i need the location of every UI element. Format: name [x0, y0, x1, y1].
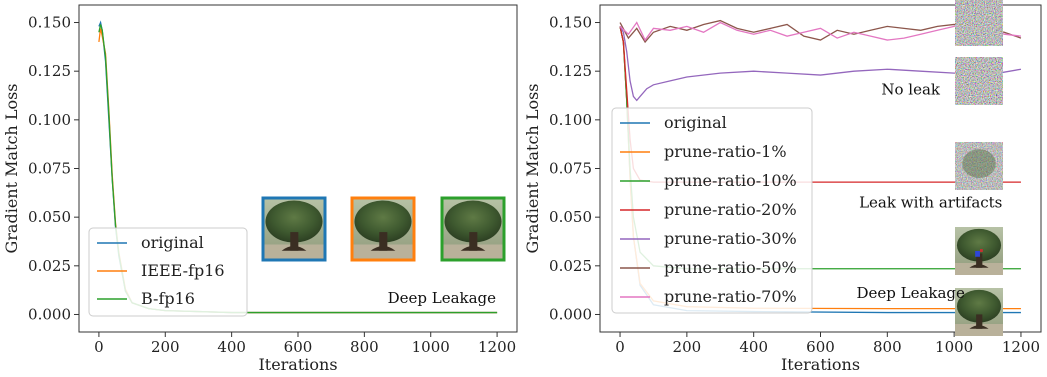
annotation-label: Leak with artifacts: [859, 193, 1002, 211]
y-tick-label: 0.000: [549, 305, 592, 323]
x-tick-label: 800: [873, 338, 902, 356]
legend-entry: prune-ratio-30%: [664, 229, 797, 248]
x-tick-label: 0: [94, 338, 104, 356]
reconstruction-thumbnail: [440, 196, 506, 262]
x-axis-label: Iterations: [258, 355, 337, 374]
x-tick-label: 600: [284, 338, 313, 356]
annotation-label: Deep Leakage: [388, 289, 497, 307]
right-chart-panel: 0.000 0.025 0.050 0.075 0.100 0.125 0.150 0 200 4…: [523, 0, 1042, 374]
x-tick-label: 400: [739, 338, 768, 356]
reconstruction-thumbnail: [955, 288, 1003, 336]
x-tick-label: 200: [151, 338, 180, 356]
x-tick-label: 800: [350, 338, 379, 356]
legend-entry: IEEE-fp16: [141, 261, 225, 280]
reconstruction-thumbnail: [955, 227, 1003, 275]
left-chart-panel: 0.000 0.025 0.050 0.075 0.100 0.125 0.150 0 200 4…: [2, 4, 518, 374]
y-tick-label: 0.150: [549, 14, 592, 32]
y-axis-label: Gradient Match Loss: [2, 84, 21, 254]
legend: original prune-ratio-1% prune-ratio-10% pru…: [611, 107, 813, 314]
x-tick-label: 1200: [1002, 338, 1040, 356]
reconstruction-thumbnail: [350, 196, 416, 262]
legend-entry: prune-ratio-20%: [664, 200, 797, 219]
legend-entry: original: [664, 113, 727, 132]
y-tick-label: 0.100: [28, 111, 71, 129]
y-tick-label: 0.025: [549, 257, 592, 275]
legend-entry: prune-ratio-1%: [664, 142, 787, 161]
series-line-prune-ratio-70-: [619, 21, 1022, 42]
y-tick-label: 0.100: [549, 111, 592, 129]
reconstruction-thumbnail: [955, 0, 1003, 46]
y-axis-label: Gradient Match Loss: [523, 84, 542, 254]
x-tick-label: 400: [217, 338, 246, 356]
legend-entry: prune-ratio-70%: [664, 287, 797, 306]
y-tick-label: 0.125: [549, 62, 592, 80]
x-tick-label: 1200: [478, 338, 516, 356]
y-tick-label: 0.075: [549, 160, 592, 178]
annotation-label: Deep Leakage: [856, 284, 965, 302]
series-line-prune-ratio-50-: [619, 19, 1022, 44]
y-tick-label: 0.125: [28, 62, 71, 80]
x-tick-label: 1000: [935, 338, 973, 356]
y-tick-label: 0.150: [28, 14, 71, 32]
legend-entry: original: [141, 233, 204, 252]
x-tick-label: 200: [673, 338, 702, 356]
y-tick-label: 0.050: [28, 208, 71, 226]
legend-entry: prune-ratio-50%: [664, 258, 797, 277]
annotation-label: No leak: [881, 81, 941, 99]
legend-entry: B-fp16: [141, 289, 195, 308]
legend: original IEEE-fp16 B-fp16: [88, 227, 248, 317]
x-axis-label: Iterations: [781, 355, 860, 374]
x-tick-label: 1000: [412, 338, 450, 356]
y-tick-label: 0.050: [549, 208, 592, 226]
y-tick-label: 0.000: [28, 305, 71, 323]
series-line-prune-ratio-30-: [619, 26, 1022, 102]
reconstruction-thumbnail: [955, 142, 1003, 190]
y-tick-label: 0.075: [28, 160, 71, 178]
reconstruction-thumbnail: [261, 196, 327, 262]
reconstruction-thumbnail: [955, 57, 1003, 105]
x-tick-label: 0: [615, 338, 625, 356]
y-tick-label: 0.025: [28, 257, 71, 275]
x-tick-label: 600: [806, 338, 835, 356]
legend-entry: prune-ratio-10%: [664, 171, 797, 190]
